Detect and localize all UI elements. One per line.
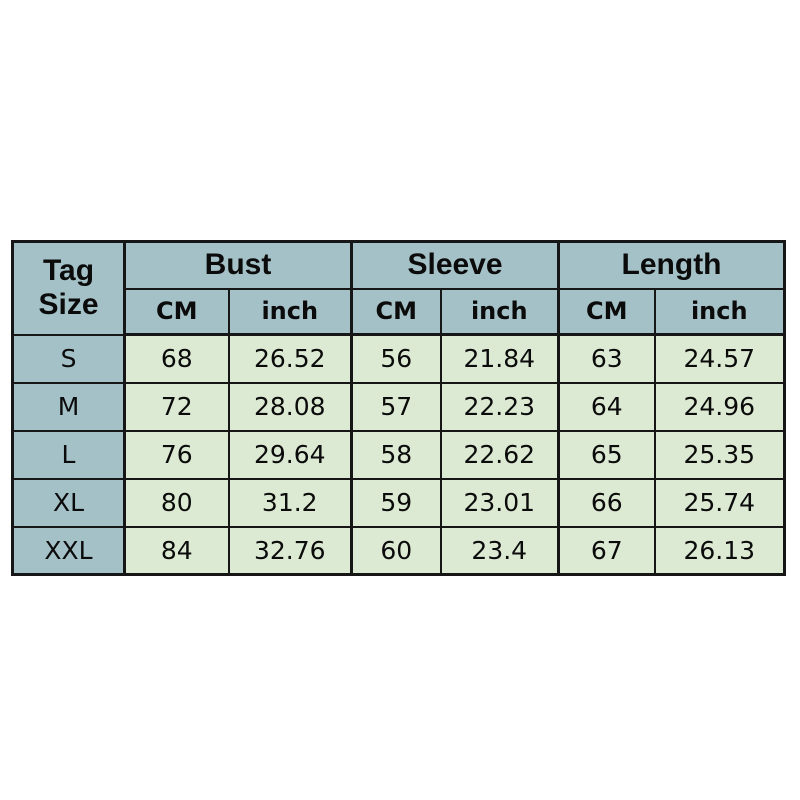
table-row: XXL 84 32.76 60 23.4 67 26.13	[11, 525, 786, 576]
sleeve-cm-cell: 59	[350, 477, 442, 528]
length-inch-cell: 26.13	[653, 525, 786, 576]
sleeve-inch-cell: 21.84	[439, 333, 560, 384]
corner-label-size: Size	[38, 288, 99, 322]
subheader-bust-inch: inch	[227, 287, 353, 336]
length-inch-cell: 25.35	[653, 429, 786, 480]
sleeve-inch-cell: 22.62	[439, 429, 560, 480]
bust-inch-cell: 26.52	[227, 333, 353, 384]
size-cell: XL	[11, 477, 126, 528]
table-row: M 72 28.08 57 22.23 64 24.96	[11, 381, 786, 432]
sleeve-cm-cell: 57	[350, 381, 442, 432]
length-cm-cell: 65	[557, 429, 656, 480]
group-header-row: Tag Size Bust Sleeve Length	[11, 240, 786, 336]
subheader-sleeve-cm: CM	[350, 287, 442, 336]
bust-cm-cell: 76	[123, 429, 230, 480]
subheader-sleeve-inch: inch	[439, 287, 560, 336]
length-cm-cell: 64	[557, 381, 656, 432]
group-header-sleeve: Sleeve	[350, 240, 560, 290]
size-cell: M	[11, 381, 126, 432]
table-row: L 76 29.64 58 22.62 65 25.35	[11, 429, 786, 480]
size-cell: S	[11, 333, 126, 384]
bust-inch-cell: 29.64	[227, 429, 353, 480]
sleeve-inch-cell: 23.01	[439, 477, 560, 528]
length-inch-cell: 24.96	[653, 381, 786, 432]
table-row: S 68 26.52 56 21.84 63 24.57	[11, 333, 786, 384]
subheader-length-inch: inch	[653, 287, 786, 336]
size-cell: XXL	[11, 525, 126, 576]
table-row: XL 80 31.2 59 23.01 66 25.74	[11, 477, 786, 528]
sleeve-cm-cell: 60	[350, 525, 442, 576]
sleeve-inch-cell: 22.23	[439, 381, 560, 432]
group-header-bust: Bust	[122, 240, 353, 290]
bust-cm-cell: 68	[123, 333, 230, 384]
length-inch-cell: 25.74	[653, 477, 786, 528]
group-header-length: Length	[557, 240, 786, 290]
sleeve-cm-cell: 56	[350, 333, 442, 384]
bust-inch-cell: 31.2	[227, 477, 353, 528]
size-chart-table: Tag Size Bust Sleeve Length CM inch CM i…	[11, 240, 787, 576]
bust-cm-cell: 84	[123, 525, 230, 576]
sleeve-inch-cell: 23.4	[439, 525, 560, 576]
bust-inch-cell: 28.08	[227, 381, 353, 432]
size-cell: L	[11, 429, 126, 480]
bust-inch-cell: 32.76	[227, 525, 353, 576]
corner-header-tag-size: Tag Size	[11, 240, 126, 336]
length-cm-cell: 63	[557, 333, 656, 384]
subheader-length-cm: CM	[557, 287, 656, 336]
bust-cm-cell: 80	[123, 477, 230, 528]
sleeve-cm-cell: 58	[350, 429, 442, 480]
length-cm-cell: 67	[557, 525, 656, 576]
subheader-row: CM inch CM inch CM inch	[13, 287, 786, 336]
corner-label-tag: Tag	[42, 253, 95, 287]
length-cm-cell: 66	[557, 477, 656, 528]
subheader-bust-cm: CM	[123, 287, 230, 336]
length-inch-cell: 24.57	[653, 333, 786, 384]
bust-cm-cell: 72	[123, 381, 230, 432]
